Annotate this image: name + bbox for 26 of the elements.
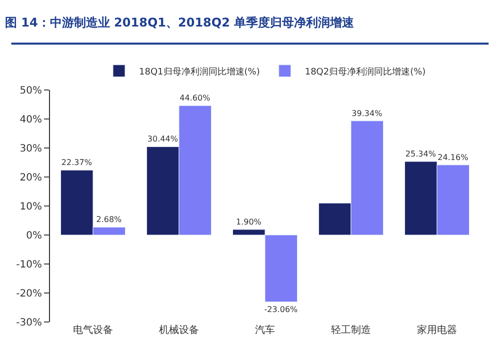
legend-label: 18Q2归母净利润同比增速(%) bbox=[304, 66, 426, 78]
data-label: 30.44% bbox=[147, 134, 178, 144]
data-label: 25.34% bbox=[405, 150, 436, 159]
x-tick-label: 汽车 bbox=[255, 324, 275, 336]
data-label: 44.60% bbox=[180, 94, 211, 103]
y-tick-label: -30% bbox=[16, 318, 42, 328]
chart-title: 图 14：中游制造业 2018Q1、2018Q2 单季度归母净利润增速 bbox=[5, 16, 356, 30]
data-label: -23.06% bbox=[264, 304, 298, 314]
y-tick-label: 30% bbox=[20, 144, 42, 154]
x-tick-label: 家用电器 bbox=[417, 324, 457, 336]
data-label: 1.90% bbox=[236, 217, 262, 226]
data-label: 2.68% bbox=[96, 215, 122, 224]
legend-label: 18Q1归母净利润同比增速(%) bbox=[139, 66, 260, 78]
x-tick-label: 电气设备 bbox=[73, 324, 113, 336]
y-tick-label: 20% bbox=[20, 172, 42, 184]
data-label: 24.16% bbox=[438, 152, 469, 162]
x-tick-label: 轻工制造 bbox=[331, 324, 371, 336]
data-label: 22.37% bbox=[61, 158, 92, 168]
x-tick-label: 机械设备 bbox=[159, 324, 199, 336]
y-tick-label: -20% bbox=[16, 288, 42, 300]
data-label: 39.34% bbox=[352, 108, 383, 118]
y-tick-label: 10% bbox=[20, 202, 42, 212]
y-tick-label: -10% bbox=[16, 260, 42, 270]
y-tick-label: 50% bbox=[20, 86, 42, 96]
y-tick-label: 0% bbox=[26, 230, 42, 242]
y-tick-label: 40% bbox=[20, 114, 42, 126]
